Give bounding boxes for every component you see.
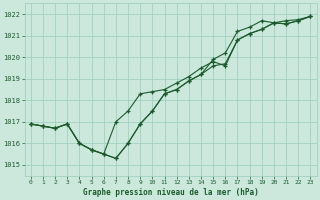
X-axis label: Graphe pression niveau de la mer (hPa): Graphe pression niveau de la mer (hPa) [83,188,259,197]
